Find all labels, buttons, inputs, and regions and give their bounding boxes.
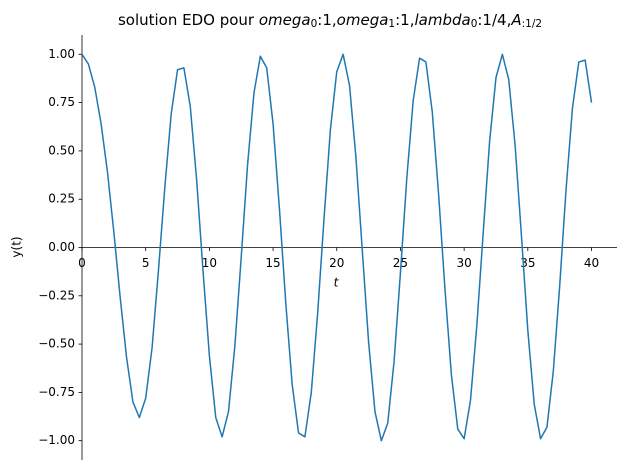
y-tick-label: 1.00	[48, 47, 75, 61]
title-part: 0	[311, 18, 318, 30]
title-part: :1,	[395, 11, 414, 29]
y-axis-label: y(t)	[10, 236, 24, 257]
data-line	[81, 53, 593, 442]
y-tick-label: −1.00	[38, 433, 75, 447]
title-part: 0	[471, 18, 478, 30]
x-tick-label: 10	[202, 256, 217, 270]
title-part: :1,	[317, 11, 336, 29]
x-tick-label: 0	[78, 256, 86, 270]
x-tick-label: 30	[457, 256, 472, 270]
title-part: A	[510, 11, 521, 29]
x-tick-label: 40	[584, 256, 599, 270]
x-axis-label: t	[334, 276, 340, 290]
x-tick-label: 15	[265, 256, 280, 270]
title-part: lambda	[414, 11, 470, 29]
y-tick-label: 0.50	[48, 143, 75, 157]
y-tick-label: 0.00	[48, 240, 75, 254]
title-part: :1/4,	[477, 11, 511, 29]
x-tick-label: 20	[329, 256, 344, 270]
chart-title: solution EDO pour omega0:1,omega1:1,lamb…	[118, 11, 542, 31]
title-part: omega	[259, 11, 311, 29]
title-part: omega	[337, 11, 389, 29]
y-tick-label: 0.75	[48, 95, 75, 109]
title-part: solution EDO pour	[118, 11, 259, 29]
y-tick-label: −0.25	[38, 288, 75, 302]
y-tick-label: −0.75	[38, 385, 75, 399]
title-part: :1/2	[522, 18, 542, 30]
title-part: 1	[388, 18, 395, 30]
y-tick-label: 0.25	[48, 192, 75, 206]
x-tick-label: 5	[142, 256, 150, 270]
y-tick-label: −0.50	[38, 337, 75, 351]
